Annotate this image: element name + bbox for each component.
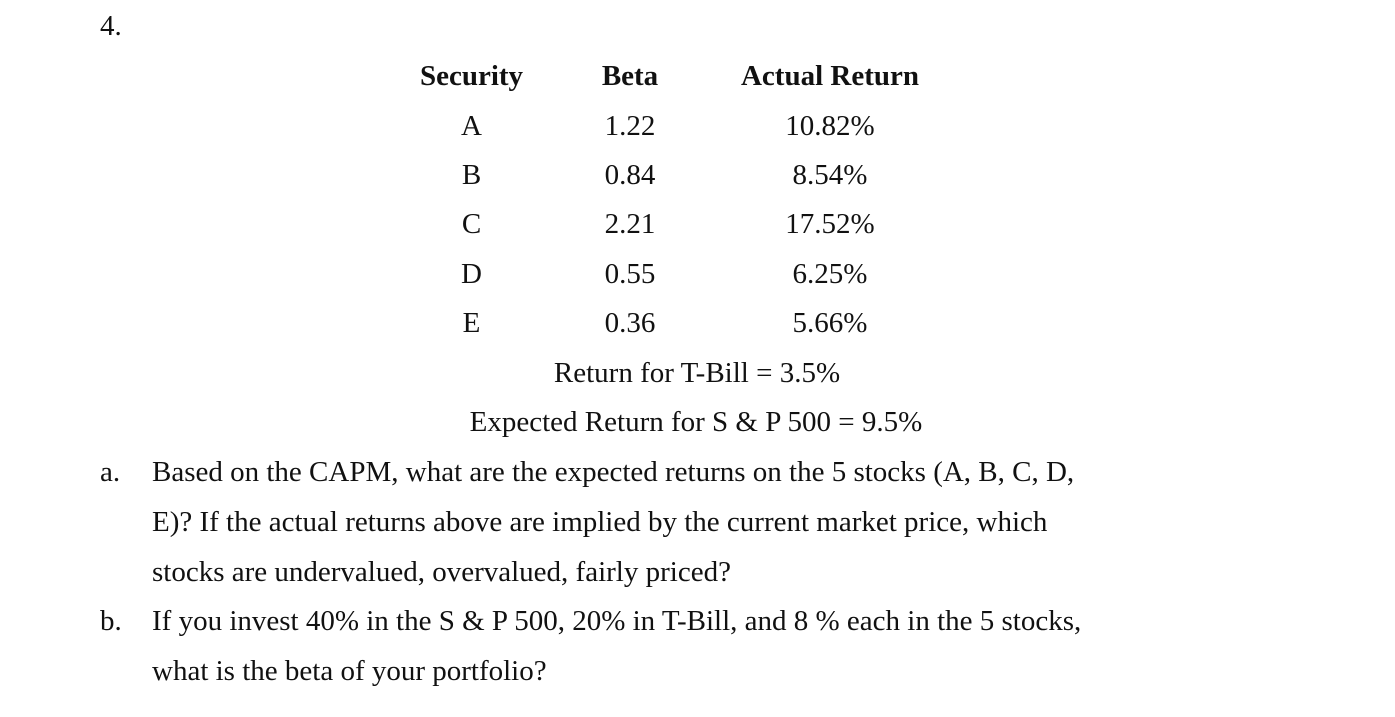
cell-security: D: [461, 258, 482, 290]
cell-security: B: [461, 159, 482, 191]
cell-actual-return: 10.82%: [785, 110, 875, 142]
cell-actual-return: 6.25%: [792, 258, 868, 290]
header-actual-return: Actual Return: [740, 60, 919, 92]
part-a-line-2: E)? If the actual returns above are impl…: [152, 506, 1048, 538]
part-b-label: b.: [100, 605, 122, 637]
cell-actual-return: 8.54%: [792, 159, 868, 191]
cell-beta: 0.55: [604, 258, 656, 290]
cell-beta: 2.21: [604, 208, 656, 240]
tbill-return-text: Return for T-Bill = 3.5%: [553, 357, 841, 389]
cell-beta: 0.36: [604, 307, 656, 339]
part-a-line-1: Based on the CAPM, what are the expected…: [152, 456, 1075, 488]
part-b-line-2: what is the beta of your portfolio?: [152, 655, 547, 687]
cell-security: C: [461, 208, 482, 240]
question-number: 4.: [100, 10, 122, 42]
part-b-line-1: If you invest 40% in the S & P 500, 20% …: [152, 605, 1082, 637]
cell-actual-return: 17.52%: [785, 208, 875, 240]
cell-security: A: [461, 110, 482, 142]
cell-security: E: [462, 307, 481, 339]
cell-actual-return: 5.66%: [792, 307, 868, 339]
header-security: Security: [419, 60, 524, 92]
part-a-label: a.: [100, 456, 121, 488]
cell-beta: 0.84: [604, 159, 656, 191]
part-a-line-3: stocks are undervalued, overvalued, fair…: [152, 556, 731, 588]
cell-beta: 1.22: [604, 110, 656, 142]
header-beta: Beta: [601, 60, 659, 92]
sp500-return-text: Expected Return for S & P 500 = 9.5%: [469, 406, 923, 438]
